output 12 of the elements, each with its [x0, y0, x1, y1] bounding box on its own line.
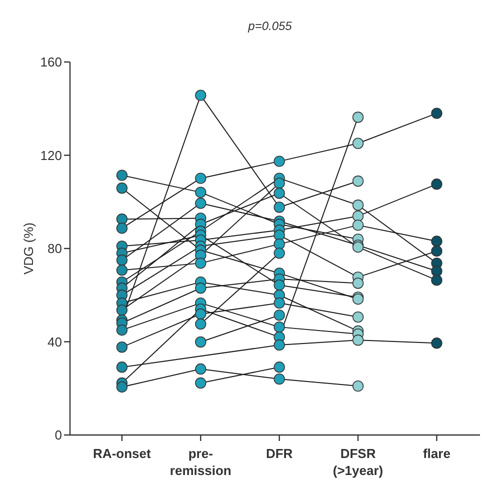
y-axis-title: VDG (%): [21, 222, 36, 274]
x-tick-label: flare: [422, 446, 450, 461]
x-tick-label: pre- remission: [170, 446, 232, 478]
y-tick-label: 40: [48, 334, 62, 350]
x-tick-label: DFR: [266, 446, 294, 461]
y-tick-label: 80: [48, 241, 62, 256]
y-tick-label: 0: [54, 428, 62, 443]
x-tick-label: RA-onset: [93, 446, 152, 461]
text: p=0.055: [247, 19, 292, 33]
x-tick-label: DFSR (>1year): [332, 446, 384, 478]
y-tick-label: 160: [40, 54, 62, 70]
y-tick-label: 120: [40, 148, 62, 163]
